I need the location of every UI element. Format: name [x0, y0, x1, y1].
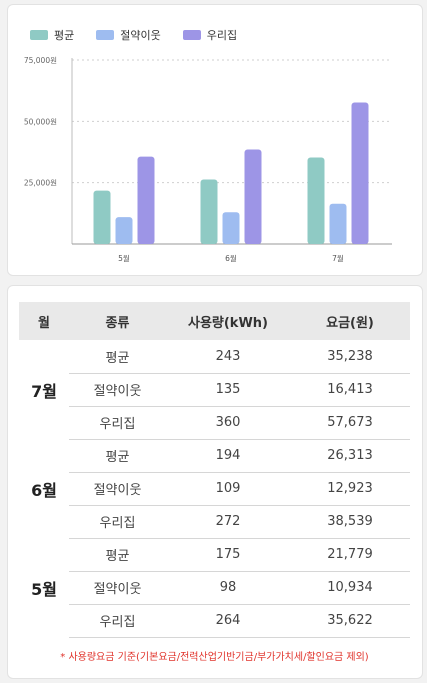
header-month: 월	[19, 302, 69, 340]
chart-legend: 평균 절약이웃 우리집	[30, 27, 259, 43]
usage-cell: 175	[166, 538, 290, 572]
x-tick-label: 7월	[332, 253, 344, 263]
bar	[351, 102, 369, 244]
table-row: 우리집 360 57,673	[19, 406, 410, 440]
header-type: 종류	[69, 302, 166, 340]
table-row: 우리집 264 35,622	[19, 604, 410, 638]
bar	[200, 179, 218, 244]
fee-cell: 16,413	[290, 373, 410, 407]
bar	[93, 190, 111, 244]
y-tick-label: 75,000원	[24, 56, 57, 65]
fee-cell: 35,622	[290, 604, 410, 638]
usage-cell: 360	[166, 406, 290, 440]
legend-swatch-average	[30, 30, 48, 40]
usage-cell: 264	[166, 604, 290, 638]
usage-cell: 135	[166, 373, 290, 407]
chart-card: 평균 절약이웃 우리집 25,000원 50,000원 75,000원 5월 6월 7월	[7, 4, 423, 276]
table-row: 5월 평균 175 21,779	[19, 538, 410, 599]
type-cell: 우리집	[69, 505, 166, 539]
usage-cell: 243	[166, 340, 290, 374]
header-usage: 사용량(kWh)	[166, 302, 290, 340]
table-row: 절약이웃 98 10,934	[19, 571, 410, 605]
legend-label-our-home: 우리집	[206, 29, 238, 42]
bar	[222, 212, 240, 244]
legend-label-saving-neighbor: 절약이웃	[120, 29, 161, 42]
y-tick-label: 50,000원	[24, 117, 57, 126]
x-tick-label: 6월	[225, 253, 237, 263]
fee-cell: 35,238	[290, 340, 410, 374]
bar	[307, 157, 325, 244]
table-row: 절약이웃 109 12,923	[19, 472, 410, 506]
table-row: 7월 평균 243 35,238	[19, 340, 410, 401]
bar	[244, 149, 262, 244]
bar-chart: 25,000원 50,000원 75,000원 5월 6월 7월	[24, 56, 392, 263]
usage-cell: 98	[166, 571, 290, 605]
x-tick-label: 5월	[118, 253, 130, 263]
table-header-row: 월 종류 사용량(kWh) 요금(원)	[19, 302, 410, 340]
legend-item-average[interactable]: 평균	[30, 27, 74, 43]
bar	[329, 203, 347, 244]
fee-cell: 10,934	[290, 571, 410, 605]
type-cell: 평균	[69, 538, 166, 572]
bar	[137, 156, 155, 244]
table-row: 6월 평균 194 26,313	[19, 439, 410, 500]
legend-swatch-our-home	[182, 30, 201, 40]
month-cell: 7월	[31, 381, 57, 401]
type-cell: 우리집	[69, 604, 166, 638]
legend-item-saving-neighbor[interactable]: 절약이웃	[96, 27, 161, 43]
usage-cell: 194	[166, 439, 290, 473]
bar	[115, 217, 133, 244]
type-cell: 절약이웃	[69, 472, 166, 506]
table-row: 우리집 272 38,539	[19, 505, 410, 539]
type-cell: 우리집	[69, 406, 166, 440]
month-cell: 6월	[31, 480, 57, 500]
footnote: * 사용량요금 기준(기본요금/전력산업기반기금/부가가치세/할인요금 제외)	[60, 652, 369, 663]
type-cell: 평균	[69, 439, 166, 473]
legend-item-our-home[interactable]: 우리집	[182, 27, 238, 43]
type-cell: 절약이웃	[69, 571, 166, 605]
header-fee: 요금(원)	[290, 302, 410, 340]
table-row: 절약이웃 135 16,413	[19, 373, 410, 407]
usage-table-card: 월 종류 사용량(kWh) 요금(원) 7월 평균 243 35,238 절약이웃 135…	[7, 285, 423, 679]
table-body: 7월 평균 243 35,238 절약이웃 135 16,413 우리집 360 57,673 6월…	[19, 340, 410, 638]
fee-cell: 26,313	[290, 439, 410, 473]
fee-cell: 12,923	[290, 472, 410, 506]
usage-cell: 109	[166, 472, 290, 506]
type-cell: 절약이웃	[69, 373, 166, 407]
fee-cell: 38,539	[290, 505, 410, 539]
type-cell: 평균	[69, 340, 166, 374]
month-cell: 5월	[31, 579, 57, 599]
legend-label-average: 평균	[54, 29, 75, 42]
legend-swatch-saving-neighbor	[96, 30, 115, 40]
usage-cell: 272	[166, 505, 290, 539]
fee-cell: 57,673	[290, 406, 410, 440]
usage-table: 월 종류 사용량(kWh) 요금(원) 7월 평균 243 35,238 절약이웃 135…	[19, 302, 410, 638]
y-tick-label: 25,000원	[24, 179, 57, 188]
fee-cell: 21,779	[290, 538, 410, 572]
